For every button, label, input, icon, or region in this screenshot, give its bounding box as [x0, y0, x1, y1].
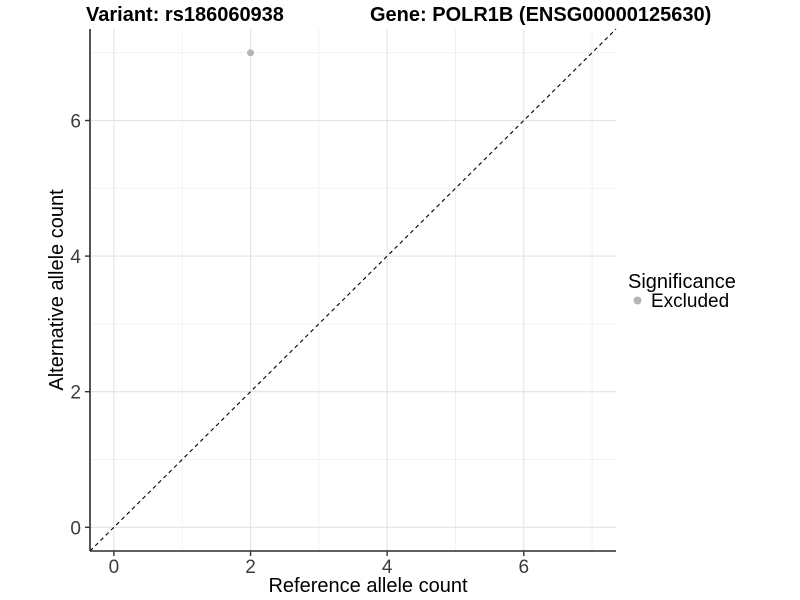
- legend-key-dot: [633, 296, 642, 305]
- data-points: [247, 49, 255, 57]
- variant-title: Variant: rs186060938: [86, 4, 284, 26]
- legend-item-label: Excluded: [651, 291, 729, 312]
- gene-title: Gene: POLR1B (ENSG00000125630): [370, 4, 711, 26]
- grid-major: [90, 29, 616, 551]
- y-tick-label-3: 6: [70, 112, 81, 133]
- axis-lines: [89, 29, 616, 552]
- identity-line: [89, 28, 617, 552]
- y-axis-label: Alternative allele count: [46, 189, 68, 391]
- y-tick-label-1: 2: [70, 383, 81, 404]
- grid-minor: [90, 29, 616, 551]
- legend: Significance Excluded: [628, 271, 736, 312]
- identity-line-group: [89, 28, 617, 552]
- x-tick-label-1: 2: [245, 557, 256, 578]
- x-tick-label-0: 0: [109, 557, 120, 578]
- x-axis-label: Reference allele count: [268, 575, 467, 597]
- x-tick-label-3: 6: [518, 557, 529, 578]
- y-tick-label-0: 0: [70, 518, 81, 539]
- tick-marks: [85, 119, 525, 556]
- tick-labels: 0 2 4 6 0 2 4 6: [70, 112, 529, 578]
- y-tick-label-2: 4: [70, 247, 81, 268]
- data-point: [247, 49, 255, 57]
- x-tick-label-2: 4: [382, 557, 393, 578]
- legend-title: Significance: [628, 271, 736, 293]
